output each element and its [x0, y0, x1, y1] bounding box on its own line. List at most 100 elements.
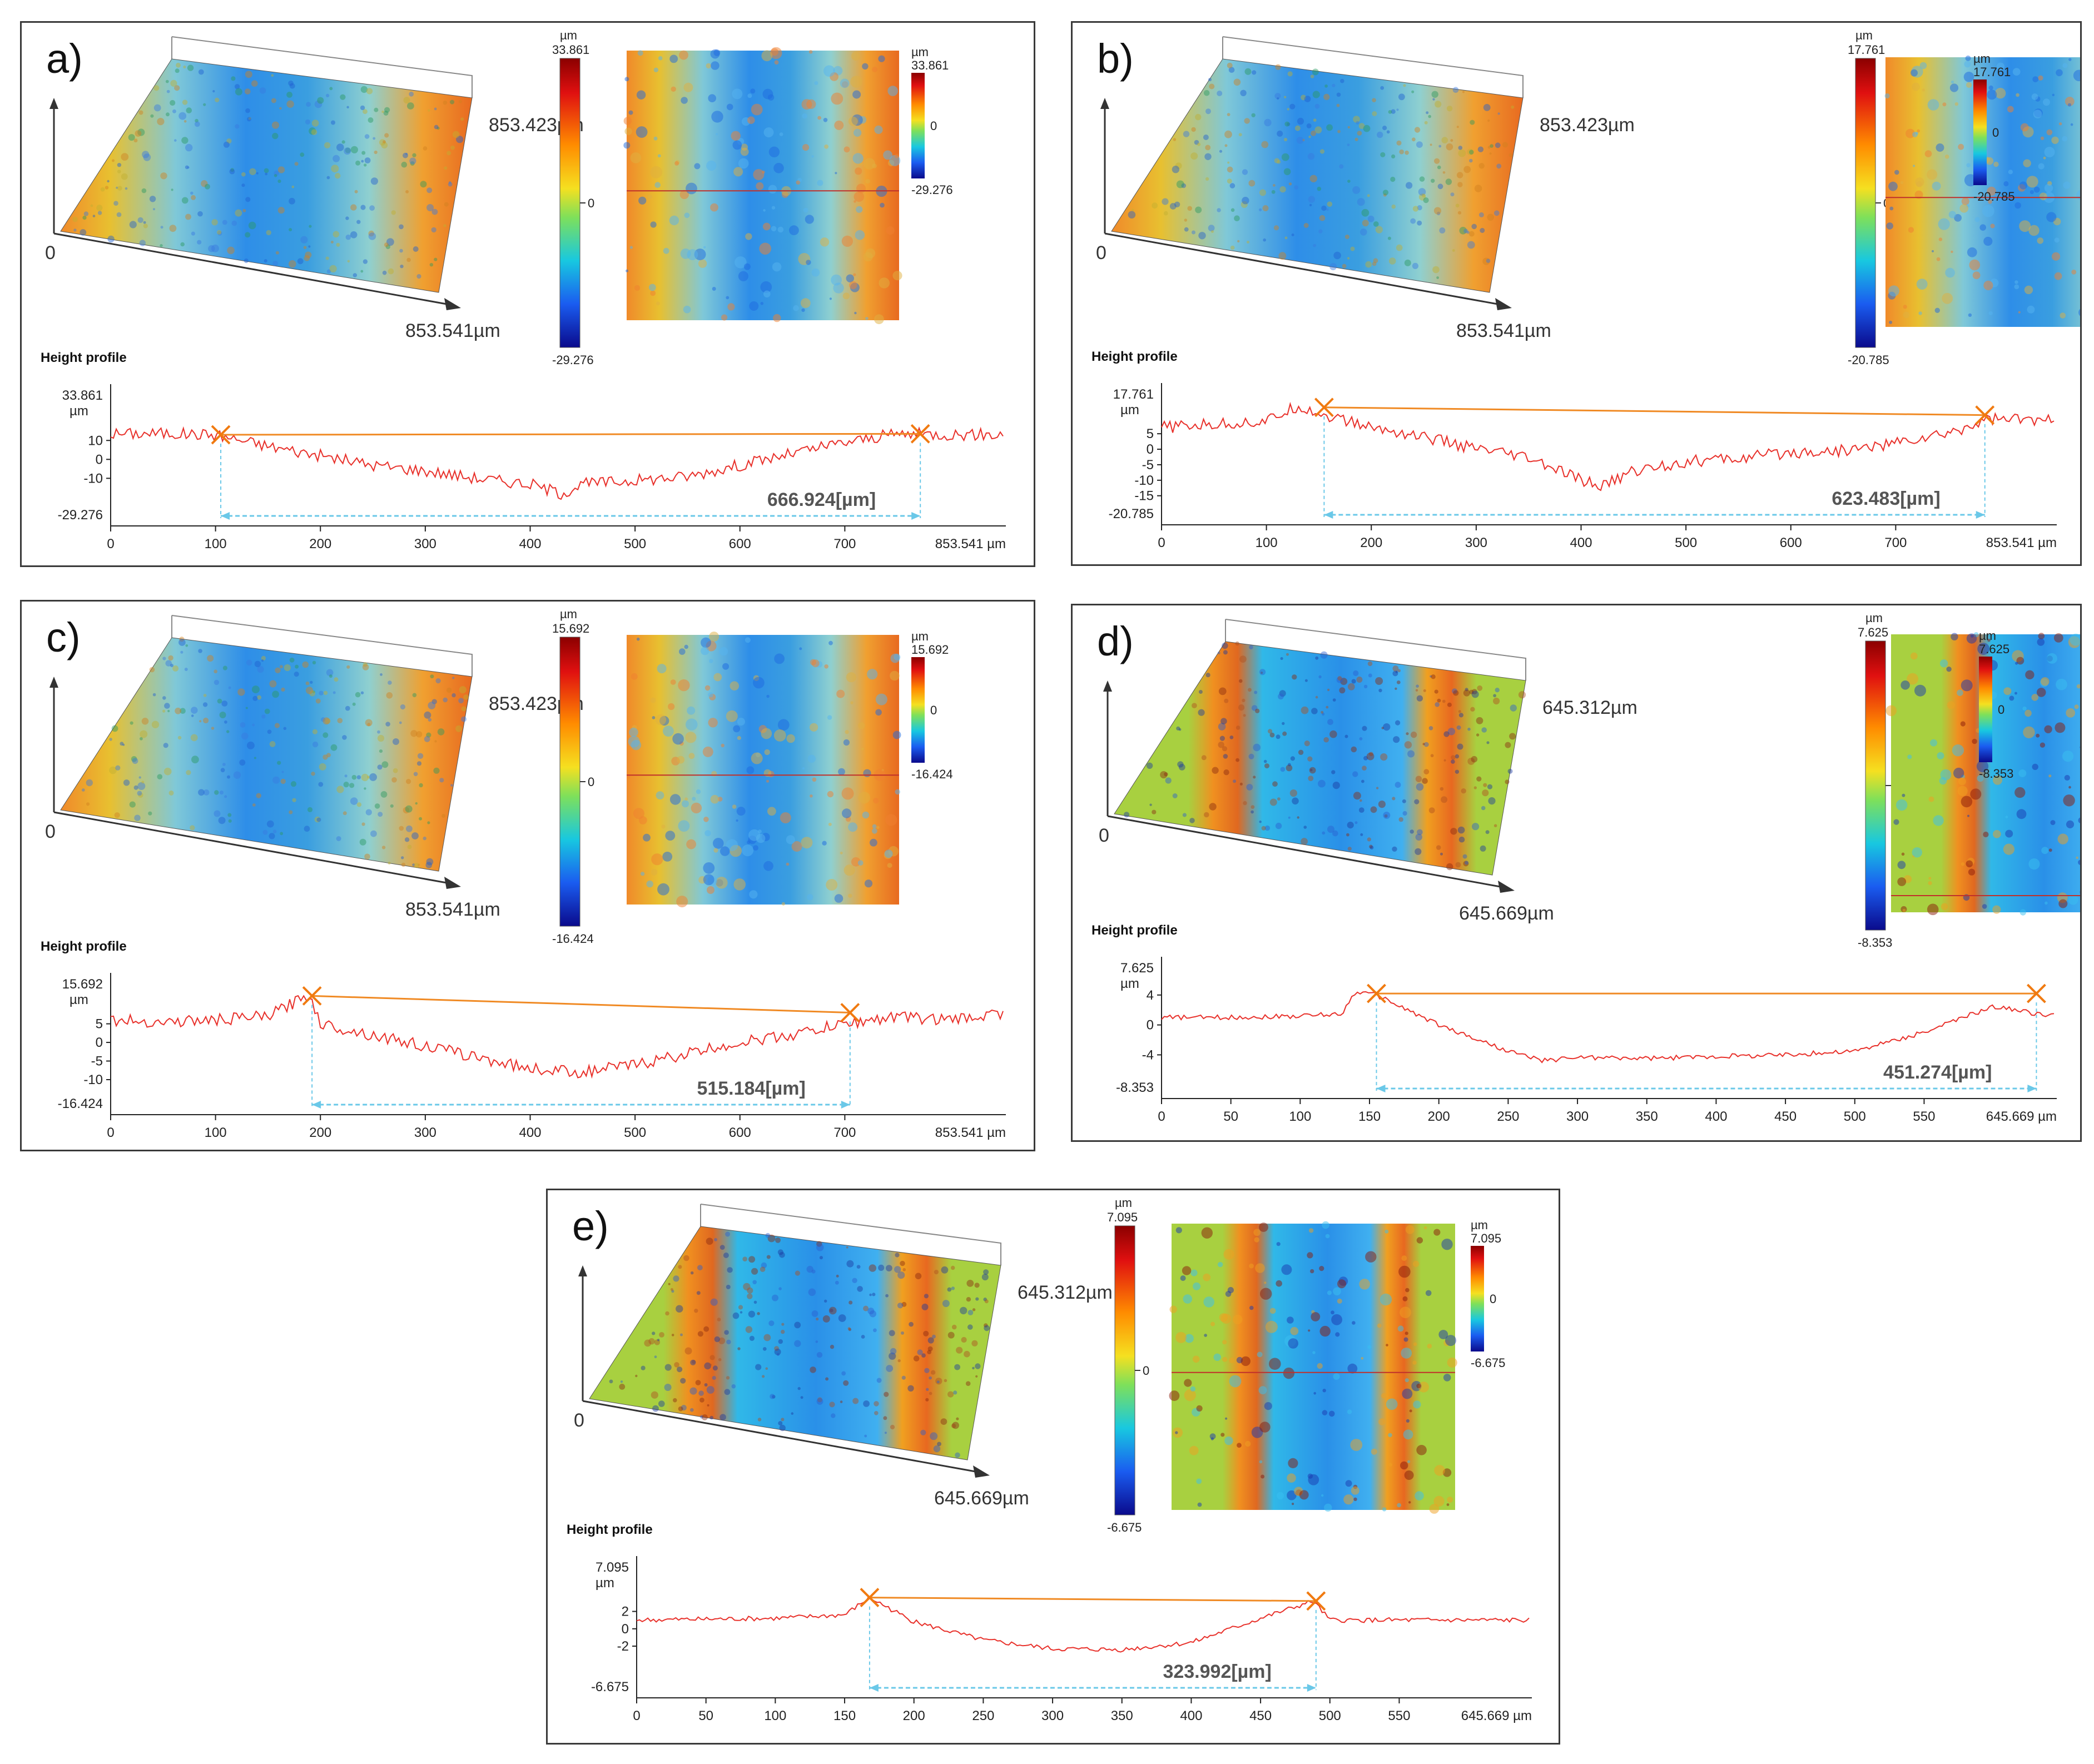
x-tick-label: 550 [1913, 1109, 1935, 1124]
y-axis-unit-label: µm [1120, 976, 1139, 991]
height-profile-title: Height profile [41, 350, 127, 365]
x-tick-label: 200 [309, 1125, 331, 1140]
x-tick-label: 300 [1041, 1708, 1064, 1723]
y-axis-max-label: 33.861 [62, 388, 103, 403]
y-axis-min-label: -8.353 [1116, 1080, 1154, 1095]
y-tick-label: -10 [83, 471, 103, 486]
surface-origin-label: 0 [1099, 825, 1109, 846]
surface-x-extent-label: 853.541µm [1456, 320, 1551, 341]
colorbar-max: 7.095 [1107, 1210, 1138, 1224]
inset-colorbar-unit: µm [1973, 52, 1991, 66]
panel-label: d) [1097, 618, 1134, 664]
colorbar-zero: 0 [588, 196, 594, 210]
profile-marker-x[interactable] [2027, 983, 2046, 1091]
y-axis-max-label: 7.625 [1120, 961, 1154, 976]
panel-b: b)0853.541µm853.423µmµm17.7610-20.785µm1… [1071, 21, 2082, 566]
y-tick-label: -5 [1142, 458, 1154, 473]
profile-series-line [1161, 991, 2055, 1064]
x-tick-label: 0 [633, 1708, 640, 1723]
y-tick-label: 5 [1147, 426, 1154, 441]
height-colorbar [1114, 1225, 1140, 1515]
x-tick-label: 0 [1158, 535, 1165, 550]
measurement-value-label: 323.992[µm] [1163, 1661, 1271, 1682]
surface-3d-plot [1103, 619, 1526, 893]
colorbar-zero: 0 [1143, 1364, 1149, 1378]
profile-marker-x[interactable] [1306, 1591, 1326, 1690]
profile-series-line [636, 1595, 1530, 1653]
profile-marker-x[interactable] [910, 424, 930, 518]
panel-d: d)0645.669µm645.312µmµm7.6250-8.353µm7.6… [1071, 604, 2082, 1142]
x-tick-label: 400 [1570, 535, 1592, 550]
y-axis-unit-label: µm [1120, 403, 1139, 418]
marker-connector-line [869, 1597, 1316, 1602]
surface-x-extent-label: 645.669µm [934, 1488, 1029, 1509]
y-tick-label: 0 [1147, 442, 1154, 457]
x-tick-label: 100 [205, 1125, 227, 1140]
y-tick-label: 5 [96, 1017, 103, 1032]
profile-marker-x[interactable] [302, 986, 322, 1107]
marker-connector-line [1324, 406, 1985, 416]
measurement-arrow [312, 1101, 850, 1109]
y-tick-label: -4 [1142, 1047, 1154, 1062]
x-tick-label: 100 [205, 536, 227, 551]
surface-x-extent-label: 853.541µm [405, 899, 500, 920]
surface-y-extent-label: 645.312µm [1542, 697, 1638, 718]
top-view-map [1884, 55, 2080, 327]
x-tick-label: 300 [1566, 1109, 1589, 1124]
panel-label: e) [572, 1203, 609, 1249]
height-profile-chart [1157, 957, 2057, 1104]
x-tick-label: 300 [1465, 535, 1487, 550]
top-view-map [627, 632, 925, 908]
colorbar-unit: µm [1115, 1196, 1132, 1210]
inset-colorbar-max: 17.761 [1973, 65, 2011, 79]
colorbar-unit: µm [560, 28, 577, 42]
x-tick-label: 0 [107, 536, 114, 551]
inset-colorbar-min: -6.675 [1471, 1356, 1505, 1370]
inset-colorbar-zero: 0 [1992, 126, 1999, 140]
height-profile-title: Height profile [41, 939, 127, 954]
height-colorbar [559, 58, 585, 348]
x-tick-label: 150 [1358, 1109, 1381, 1124]
height-profile-chart [106, 384, 1006, 531]
y-tick-label: -10 [83, 1072, 103, 1087]
height-colorbar [1855, 58, 1881, 348]
measurement-arrow [869, 1684, 1316, 1692]
panel-label: c) [46, 614, 81, 660]
inset-colorbar-max: 7.625 [1979, 642, 2009, 656]
panel-c: c) 0 853.541µm 853.423µm µm 15.692 0 -16.424 µm 1… [20, 600, 1035, 1151]
profile-marker-x[interactable] [840, 1003, 860, 1107]
colorbar-min: -29.276 [552, 353, 594, 367]
x-tick-label: 300 [414, 536, 436, 551]
y-axis-max-label: 17.761 [1113, 387, 1154, 402]
profile-marker-x[interactable] [860, 1588, 880, 1690]
colorbar-min: -8.353 [1858, 936, 1892, 950]
profile-marker-x[interactable] [1367, 983, 1386, 1091]
x-axis-end-label: 645.669 µm [1461, 1708, 1532, 1723]
x-tick-label: 400 [1705, 1109, 1727, 1124]
x-tick-label: 400 [1180, 1708, 1202, 1723]
x-tick-label: 350 [1636, 1109, 1658, 1124]
surface-3d-plot [1100, 36, 1524, 310]
top-view-map [1169, 1221, 1484, 1514]
x-tick-label: 400 [519, 1125, 541, 1140]
height-profile-title: Height profile [1091, 349, 1178, 364]
inset-colorbar-zero: 0 [1490, 1292, 1496, 1306]
x-tick-label: 350 [1111, 1708, 1133, 1723]
profile-marker-x[interactable] [1975, 405, 1995, 517]
x-tick-label: 50 [698, 1708, 713, 1723]
panel-e: e) 0 645.669µm 645.312µm µm 7.095 0 -6.675 µm 7.0… [546, 1189, 1560, 1745]
profile-marker-x[interactable] [211, 425, 231, 518]
colorbar-max: 7.625 [1858, 625, 1888, 639]
profile-marker-x[interactable] [1314, 397, 1334, 517]
x-tick-label: 450 [1774, 1109, 1797, 1124]
height-profile-chart [1157, 383, 2057, 530]
panel-c-canvas: c)0853.541µm853.423µmµm15.6920-16.424µm1… [41, 607, 1006, 1140]
x-tick-label: 200 [1428, 1109, 1450, 1124]
colorbar-min: -6.675 [1107, 1520, 1142, 1534]
surface-origin-label: 0 [45, 821, 56, 842]
height-profile-title: Height profile [567, 1522, 653, 1537]
y-tick-label: -10 [1134, 473, 1154, 488]
surface-3d-plot [49, 36, 473, 310]
profile-series-line [110, 426, 1004, 500]
colorbar-min: -20.785 [1848, 353, 1889, 367]
